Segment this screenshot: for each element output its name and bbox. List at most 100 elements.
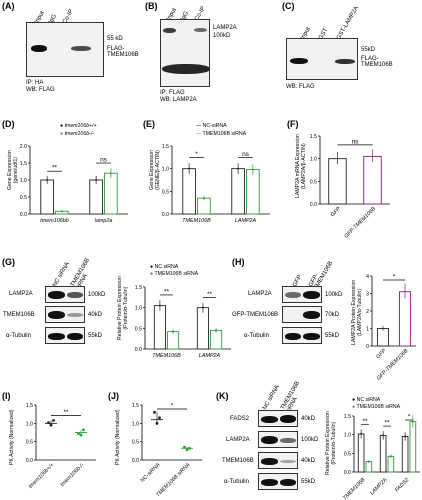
y-tick-label: 2.0 [20,144,27,150]
y-tick-label: 0.0 [26,458,33,464]
bar [377,328,389,347]
bar [231,168,245,215]
lane-label: GST-LAMP2A [336,5,361,41]
bar [167,331,180,350]
data-point [382,434,385,437]
data-point [215,329,218,332]
y-tick-label: 0.0 [344,470,351,476]
legend-entry: ● TMEM106B siRNA [352,404,401,410]
bar [357,433,365,473]
x-tick-label: LAMP2A [199,353,221,359]
x-tick-label: tmem106b+/+ [28,462,56,490]
bar [40,179,54,215]
y-tick-label: 1.5 [162,144,169,150]
data-point [201,306,204,309]
marker-kd: 40kD [301,458,316,464]
y-tick-label: 0 [366,344,369,350]
x-tick-label: tmem106b-/- [60,462,86,488]
x-tick-label: LAMP2A [369,477,389,497]
y-tick-label: 1.0 [162,167,169,173]
band-label: FLAG- TMEM106B [107,46,139,59]
wb-label: WB: FLAG [286,84,315,90]
data-point [82,428,85,432]
data-point [389,455,392,458]
blot-row [258,473,298,490]
chart-g: 0.0 0.5 1.0 1.5 ** TMEM106B ** LAMP2A [135,285,231,359]
y-tick-label: 1.0 [310,157,317,163]
blot-row [282,286,322,303]
data-point [185,448,189,452]
y-tick-label: 2 [366,309,369,315]
chart-f: 0.0 0.5 1.0 1.5 GFP GFP-TMEM106B ns [310,134,390,240]
bar [399,291,411,347]
y-tick-label: 4 [366,274,369,280]
data-point [202,197,205,200]
bar [104,172,118,215]
bar [365,461,373,473]
blot-row [45,306,85,323]
y-tick-label: 1.5 [310,134,317,140]
panel-label-h: (H) [232,257,245,267]
x-tick-label: TMEM106B [152,353,181,359]
marker-kd: 100kD [301,437,319,443]
panel-label-a: (A) [2,1,15,11]
y-tick-label: 0.0 [135,347,142,353]
blot-row [258,452,298,469]
bar [363,155,382,205]
legend-entry: — NC-siRNA [196,123,227,129]
data-point [360,432,363,435]
blot-row [45,286,85,303]
blot-row [282,327,322,344]
y-tick-label: 1.5 [132,403,139,409]
data-point [237,167,240,170]
row-label: α-Tubulin [244,333,269,339]
x-tick-label: TMEM106B [342,477,367,500]
significance-label: ** [164,288,170,295]
y-tick-label: 1.5 [135,285,142,291]
significance-label: ** [63,409,69,416]
y-tick-label: 0.0 [310,202,317,208]
blot-row [258,410,298,427]
blot-b [160,19,210,87]
y-tick-label: 1.0 [135,306,142,312]
x-tick-label: FADS2 [394,477,410,493]
marker-kd: 55 kD [107,36,123,42]
significance-label: * [393,274,396,281]
significance-label: ** [362,418,368,425]
significance-label: ** [384,420,390,427]
bar [210,329,223,350]
y-tick-label: 0.0 [132,458,139,464]
ip-label: IP: HA [26,80,44,86]
data-point [158,304,161,307]
y-tick-label: 3 [366,292,369,298]
chart-e: 0.0 0.5 1.0 1.5 * TMEM106B ns LAMP2A [162,144,270,224]
significance-label: ns [242,151,250,158]
panel-label-c: (C) [282,1,295,11]
marker-kd: 55kD [361,47,376,53]
bar [153,305,166,350]
bar [197,197,211,215]
y-tick-label: 1.5 [26,403,33,409]
blot-row [282,306,322,323]
x-tick-label: GFP-TMEM106B [343,206,377,240]
y-tick-label: 0.5 [162,189,169,195]
y-tick-label: 1 [366,327,369,333]
data-point [47,421,50,424]
marker-kd: 100kD [325,292,343,298]
data-point [183,445,186,449]
marker-kd: 40kD [301,416,316,422]
bar [328,158,347,205]
bar [387,455,395,473]
data-point [155,421,159,425]
blot-c [286,38,358,80]
significance-label: ** [52,165,58,172]
panel-label-g: (G) [2,257,15,267]
bar [409,421,417,473]
panel-label-j: (J) [108,391,119,401]
data-point [251,168,254,171]
data-point [52,419,55,422]
bar [182,168,196,215]
data-point [411,420,414,423]
